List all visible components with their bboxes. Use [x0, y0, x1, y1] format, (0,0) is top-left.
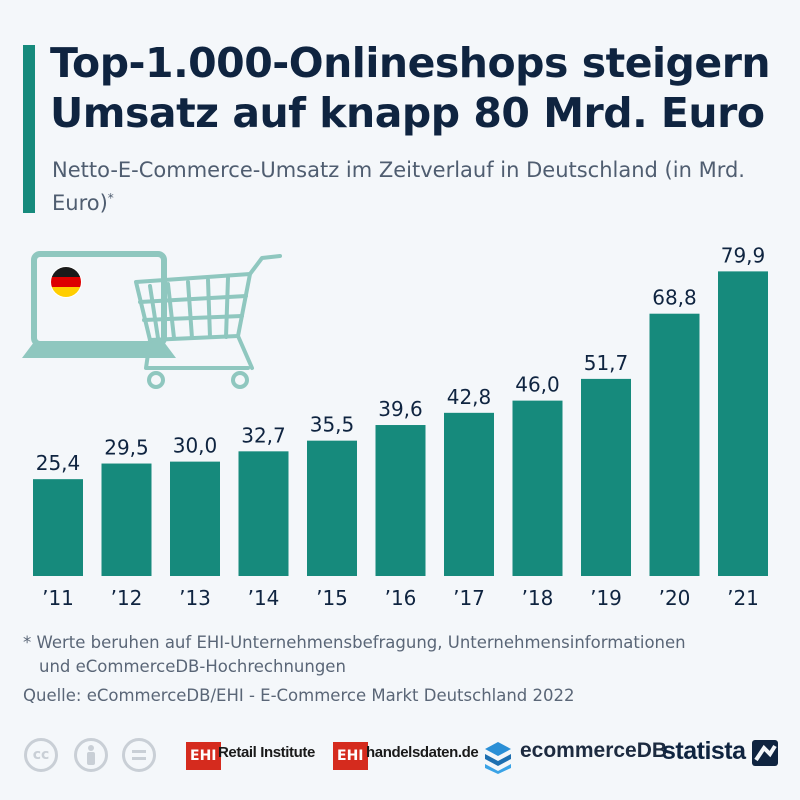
x-tick-label: ’18	[522, 586, 554, 610]
bar-value-label: 25,4	[36, 451, 81, 475]
statista-mark-icon	[752, 740, 778, 766]
footnote-line-1: * Werte beruhen auf EHI-Unternehmensbefr…	[23, 633, 686, 652]
x-tick-label: ’19	[590, 586, 622, 610]
bar	[512, 400, 563, 576]
bar-value-label: 29,5	[104, 436, 149, 460]
bar	[375, 425, 426, 576]
bar	[444, 412, 494, 576]
x-tick-label: ’12	[111, 586, 143, 610]
no-derivatives-icon	[122, 738, 156, 772]
ehi-handelsdaten-badge: EHI	[333, 742, 368, 770]
x-tick-label: ’17	[453, 586, 485, 610]
ecommercedb-logo: ecommerceDB	[520, 739, 668, 762]
accent-bar	[23, 45, 35, 213]
bar-value-label: 30,0	[173, 434, 218, 458]
german-flag-icon	[51, 267, 81, 297]
x-tick-label: ’16	[385, 586, 417, 610]
subtitle-text: Netto-E-Commerce-Umsatz im Zeitverlauf i…	[52, 158, 745, 215]
subtitle-footnote-mark: *	[107, 191, 114, 205]
bar	[581, 378, 631, 576]
bar-value-label: 39,6	[378, 397, 423, 421]
handelsdaten-logo: handelsdaten.de	[366, 744, 479, 761]
bar	[307, 440, 357, 576]
shopping-cart-icon	[134, 254, 282, 389]
x-tick-label: ’20	[659, 586, 691, 610]
bar	[101, 463, 152, 576]
chart-title: Top-1.000-Onlineshops steigern Umsatz au…	[50, 39, 771, 137]
source-text: Quelle: eCommerceDB/EHI - E-Commerce Mar…	[23, 686, 575, 705]
bar-value-label: 68,8	[652, 286, 697, 310]
bar-value-label: 46,0	[515, 373, 560, 397]
ehi-retail-logo: Retail Institute	[218, 744, 315, 761]
attribution-icon	[74, 738, 108, 772]
x-tick-label: ’14	[248, 586, 280, 610]
x-tick-label: ’15	[316, 586, 348, 610]
creative-commons-icon: cc	[24, 738, 58, 772]
bar-value-label: 42,8	[447, 385, 492, 409]
bar-chart: 25,4 ’11 29,5 ’12 30,0 ’13 32,7 ’14 35,5 ’15 39,6 ’…	[22, 243, 768, 610]
bar-value-label: 79,9	[721, 243, 766, 267]
ecommercedb-cube-icon	[485, 742, 511, 774]
x-tick-label: ’11	[42, 586, 74, 610]
logo-strip: cc EHI Retail Institute EHI handelsdaten…	[0, 730, 800, 785]
bar	[649, 313, 700, 576]
bar	[718, 271, 768, 576]
bars-group: 25,4 ’11 29,5 ’12 30,0 ’13 32,7 ’14 35,5 ’15 39,6 ’…	[33, 243, 768, 610]
footnote: * Werte beruhen auf EHI-Unternehmensbefr…	[23, 631, 793, 679]
bar	[33, 479, 83, 576]
footnote-line-2: und eCommerceDB-Hochrechnungen	[39, 657, 346, 676]
statista-logo: statista	[662, 737, 746, 765]
bar-value-label: 35,5	[310, 413, 355, 437]
bar-value-label: 51,7	[584, 351, 629, 375]
bar-value-label: 32,7	[241, 423, 286, 447]
bar	[170, 461, 220, 576]
chart-subtitle: Netto-E-Commerce-Umsatz im Zeitverlauf i…	[52, 156, 782, 217]
bar	[238, 451, 289, 576]
x-tick-label: ’13	[179, 586, 211, 610]
x-tick-label: ’21	[727, 586, 759, 610]
ehi-logo-badge: EHI	[186, 742, 221, 770]
